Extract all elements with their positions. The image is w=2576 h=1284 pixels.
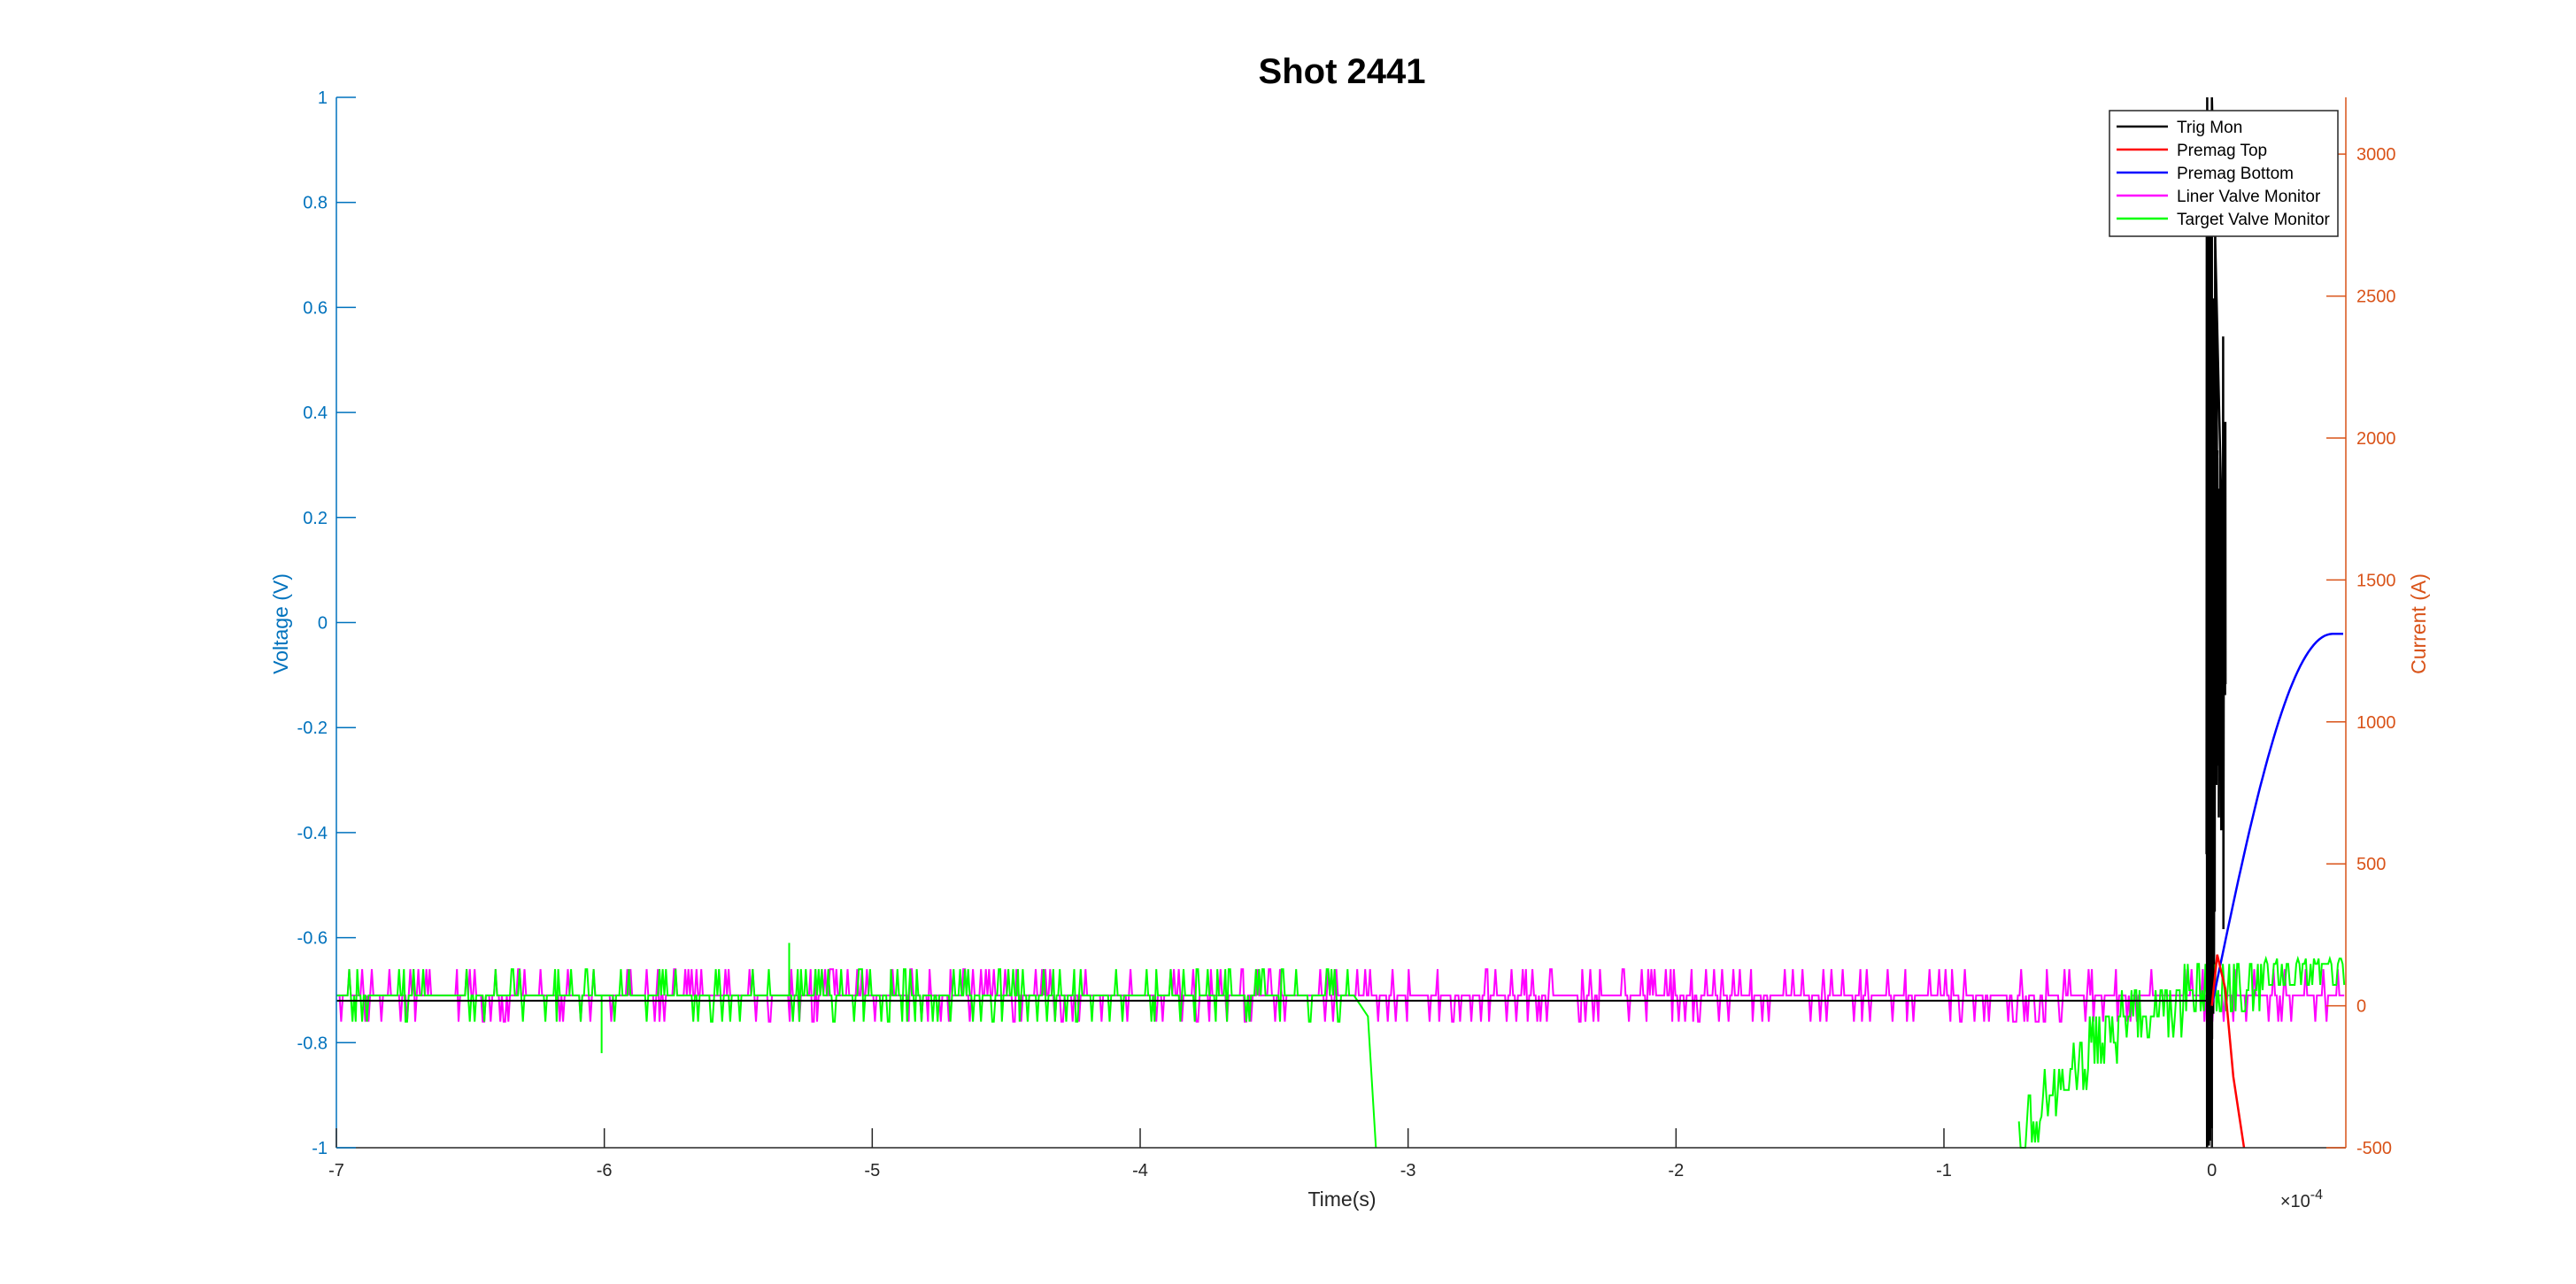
legend-label: Liner Valve Monitor [2177, 188, 2321, 206]
y-axis-right-title: Current (A) [2407, 573, 2430, 674]
y-left-tick-label: 0.6 [303, 298, 328, 318]
series-premag-top [2210, 954, 2246, 1149]
y-left-tick-label: -0.8 [297, 1034, 328, 1053]
series-trig-mon-burst [2205, 96, 2227, 1149]
y-left-tick-label: 0.2 [303, 509, 328, 528]
y-right-tick-label: 2500 [2356, 288, 2396, 307]
x-tick-label: 0 [2207, 1161, 2217, 1180]
y-left-tick-label: -0.2 [297, 719, 328, 738]
legend-label: Trig Mon [2177, 119, 2242, 137]
axes: -7 -6 -5 -4 -3 -2 -1 0 -1 -0.8 -0.6 -0.4 -0.2 0 0.2 0.4… [297, 88, 2396, 1180]
x-tick-label: -2 [1668, 1161, 1684, 1180]
y-right-tick-label: 0 [2356, 997, 2366, 1017]
y-axis-left-title: Voltage (V) [269, 573, 292, 674]
x-tick-label: -6 [597, 1161, 613, 1180]
series-target-valve-monitor [336, 968, 1377, 1149]
plot-area [336, 96, 2346, 1149]
series-target-valve-monitor-ramp [2017, 955, 2346, 1149]
x-tick-label: -1 [1936, 1161, 1952, 1180]
legend-label: Target Valve Monitor [2177, 211, 2331, 229]
y-right-tick-label: 3000 [2356, 145, 2396, 165]
y-right-tick-label: -500 [2356, 1139, 2392, 1158]
x-tick-label: -5 [864, 1161, 880, 1180]
y-left-tick-label: 0 [318, 614, 328, 634]
series-premag-bottom [2210, 633, 2343, 1006]
chart-title: Shot 2441 [1259, 52, 1426, 91]
y-right-tick-label: 1000 [2356, 713, 2396, 733]
legend-label: Premag Bottom [2177, 165, 2294, 183]
y-left-tick-label: 0.4 [303, 404, 328, 423]
x-axis-title: Time(s) [1307, 1188, 1376, 1211]
x-exponent-base: ×10 [2280, 1192, 2310, 1211]
y-left-tick-label: -1 [312, 1139, 328, 1158]
y-right-tick-label: 1500 [2356, 571, 2396, 590]
x-tick-label: -3 [1400, 1161, 1416, 1180]
x-axis-exponent: ×10-4 [2280, 1188, 2323, 1211]
y-left-tick-label: 0.8 [303, 194, 328, 213]
y-right-tick-label: 500 [2356, 855, 2386, 874]
legend-label: Premag Top [2177, 142, 2267, 160]
y-left-tick-label: -0.6 [297, 929, 328, 949]
legend: Trig Mon Premag Top Premag Bottom Liner Val… [2109, 110, 2339, 237]
x-tick-label: -7 [328, 1161, 344, 1180]
x-exponent-power: -4 [2310, 1188, 2323, 1203]
y-left-tick-label: -0.4 [297, 824, 328, 843]
x-tick-label: -4 [1132, 1161, 1148, 1180]
y-right-tick-label: 2000 [2356, 429, 2396, 449]
y-left-tick-label: 1 [318, 88, 328, 108]
